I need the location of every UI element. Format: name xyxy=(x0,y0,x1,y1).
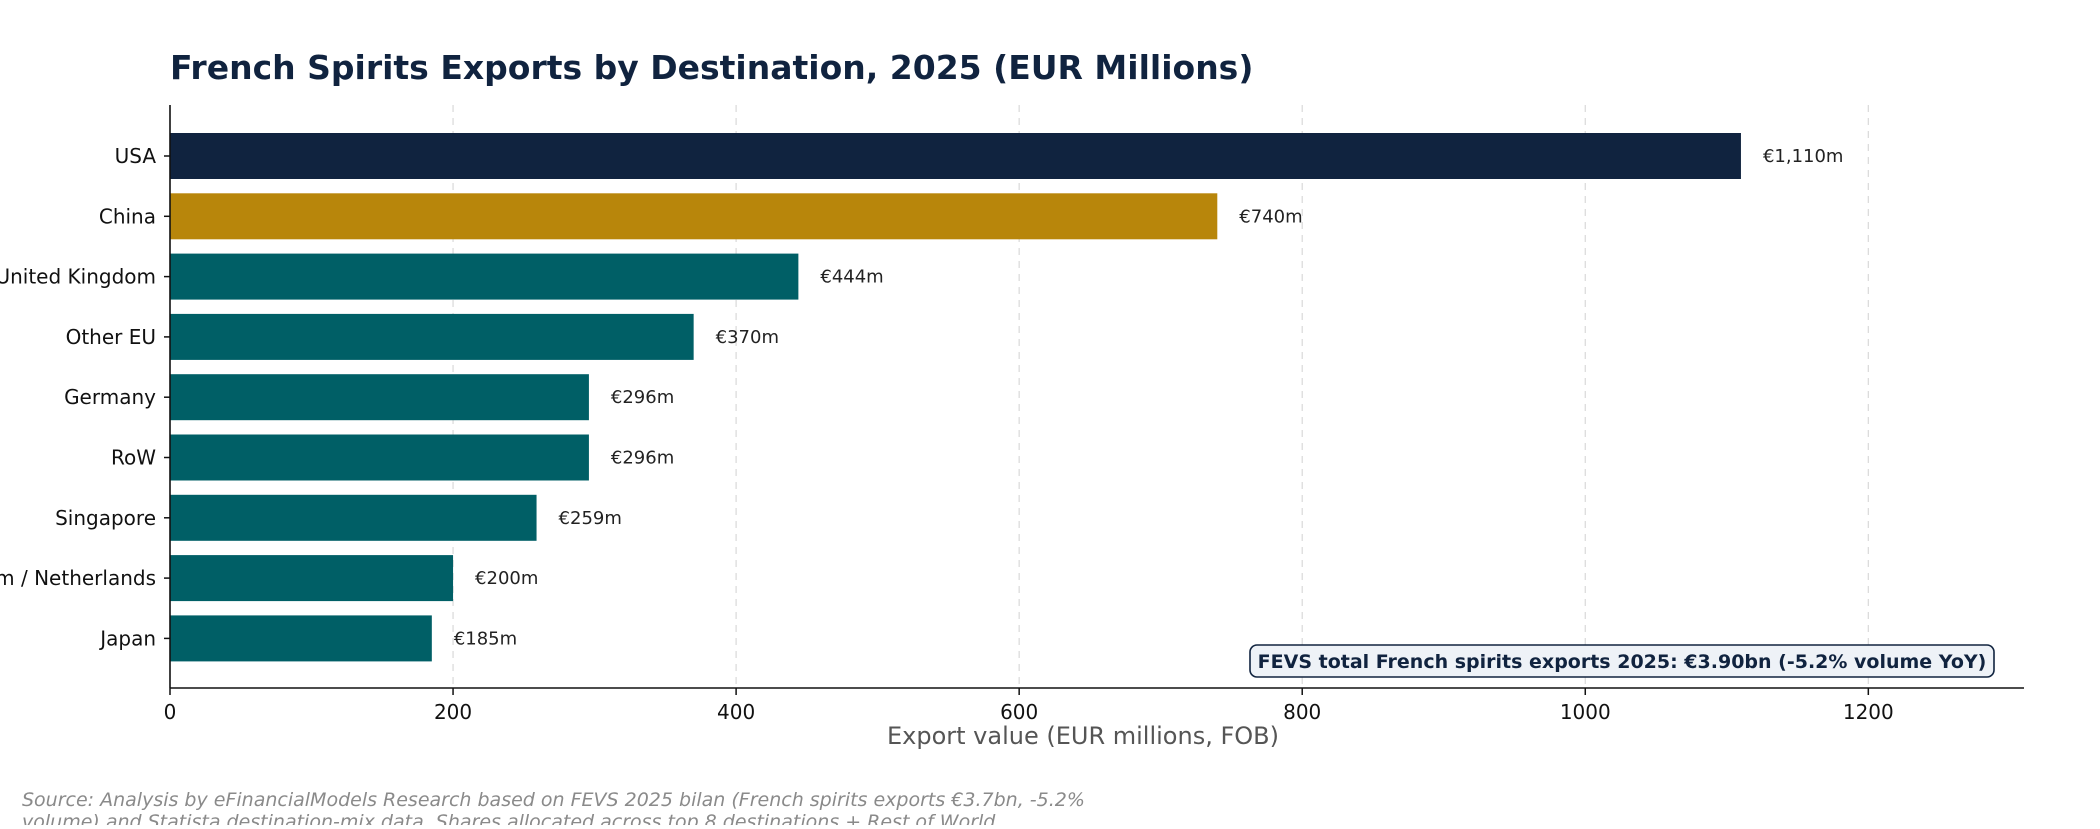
category-label: Belgium / Netherlands xyxy=(0,566,156,590)
data-label: €740m xyxy=(1239,206,1302,227)
category-label: United Kingdom xyxy=(0,265,156,289)
x-tick-label: 0 xyxy=(164,700,177,724)
x-tick-label: 600 xyxy=(1000,700,1038,724)
bar xyxy=(170,374,589,421)
data-label: €370m xyxy=(716,327,779,348)
data-labels: €1,110m €740m €444m €370m €296m €296m €259m €20… xyxy=(454,146,1844,649)
bar xyxy=(170,434,589,481)
data-label: €185m xyxy=(454,628,517,649)
x-tick-label: 200 xyxy=(434,700,472,724)
annotation-text: FEVS total French spirits exports 2025: … xyxy=(1258,651,1987,673)
bar xyxy=(170,494,537,541)
data-label: €1,110m xyxy=(1763,146,1844,167)
source-note-line-1: Source: Analysis by eFinancialModels Res… xyxy=(22,789,1085,811)
data-label: €259m xyxy=(559,508,622,529)
bar xyxy=(170,193,1218,240)
data-label: €444m xyxy=(820,267,883,288)
chart-title: French Spirits Exports by Destination, 2… xyxy=(170,48,1253,87)
data-label: €296m xyxy=(611,387,674,408)
data-label: €200m xyxy=(475,568,538,589)
bar xyxy=(170,313,694,360)
category-label: Other EU xyxy=(66,325,156,349)
x-axis-ticks: 0 200 400 600 800 1000 1200 xyxy=(164,688,1894,724)
source-note-line-2: volume) and Statista destination-mix dat… xyxy=(22,811,1001,825)
category-label: USA xyxy=(115,144,157,168)
bar xyxy=(170,253,799,300)
x-tick-label: 1200 xyxy=(1843,700,1894,724)
x-tick-label: 1000 xyxy=(1560,700,1611,724)
category-label: Germany xyxy=(64,385,156,409)
category-label: Japan xyxy=(98,626,156,650)
category-label: RoW xyxy=(111,446,156,470)
data-label: €296m xyxy=(611,448,674,469)
category-label: China xyxy=(99,204,156,228)
x-tick-label: 400 xyxy=(717,700,755,724)
bars xyxy=(170,133,1741,662)
category-label: Singapore xyxy=(55,506,156,530)
x-axis-title: Export value (EUR millions, FOB) xyxy=(887,722,1279,750)
x-tick-label: 800 xyxy=(1283,700,1321,724)
total-annotation: FEVS total French spirits exports 2025: … xyxy=(1249,644,1995,678)
category-labels: USA China United Kingdom Other EU Germany RoW… xyxy=(0,144,170,650)
bar xyxy=(170,133,1741,179)
bar xyxy=(170,555,454,602)
annotation-box xyxy=(1249,644,1995,678)
bar xyxy=(170,615,432,662)
